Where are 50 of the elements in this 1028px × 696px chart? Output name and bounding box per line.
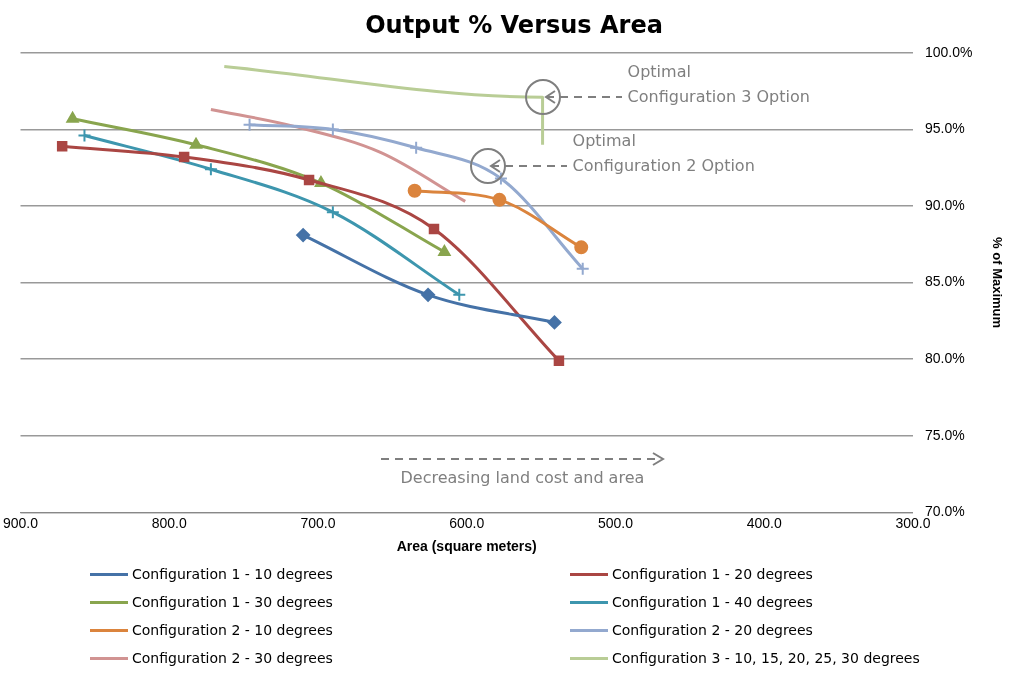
point [77, 128, 92, 143]
point [574, 240, 589, 255]
y-tick-label: 90.0% [924, 196, 965, 213]
legend-label: Configuration 2 - 20 degrees [612, 622, 813, 638]
x-tick-label: 900.0 [2, 514, 39, 531]
chart-title: Output % Versus Area [365, 10, 663, 39]
point [66, 111, 79, 123]
legend-label: Configuration 1 - 30 degrees [132, 594, 333, 610]
annotation: Optimal Configuration 2 Option [572, 131, 755, 176]
y-tick-label: 85.0% [924, 273, 965, 290]
annotation: Optimal Configuration 3 Option [627, 62, 810, 107]
x-tick-label: 700.0 [300, 514, 336, 531]
x-tick-label: 500.0 [597, 514, 634, 531]
point [56, 141, 68, 152]
x-tick-label: 600.0 [449, 514, 485, 531]
point [407, 183, 422, 198]
legend-label: Configuration 1 - 10 degrees [132, 566, 333, 582]
y-tick-label: 80.0% [924, 350, 965, 367]
point [428, 223, 440, 235]
point [547, 315, 562, 330]
point [575, 261, 590, 276]
point [553, 355, 565, 366]
point [178, 151, 190, 163]
point [452, 287, 467, 302]
point [189, 137, 203, 149]
legend-label: Configuration 3 - 10, 15, 20, 25, 30 degrees [612, 650, 920, 666]
point [325, 205, 340, 220]
line-series [209, 107, 467, 203]
point [303, 174, 315, 186]
x-tick-label: 400.0 [746, 514, 782, 531]
y-tick-label: 95.0% [924, 120, 965, 137]
point [242, 117, 257, 132]
y-tick-label: 100.0% [924, 43, 973, 60]
annotation: Decreasing land cost and area [400, 467, 645, 487]
legend-label: Configuration 1 - 40 degrees [612, 594, 813, 610]
point [203, 162, 218, 177]
point [493, 171, 508, 186]
point [296, 228, 311, 243]
legend-label: Configuration 2 - 10 degrees [132, 622, 333, 638]
legend-label: Configuration 2 - 30 degrees [132, 650, 333, 666]
point [492, 192, 507, 207]
point [421, 287, 436, 302]
y-tick-label: 75.0% [924, 426, 965, 443]
y-axis-title: % of Maximum [989, 237, 1005, 329]
point [438, 244, 451, 256]
point [325, 122, 340, 137]
x-tick-label: 800.0 [151, 514, 187, 531]
x-axis-title: Area (square meters) [396, 538, 537, 555]
point [409, 140, 424, 155]
legend-label: Configuration 1 - 20 degrees [612, 566, 813, 582]
